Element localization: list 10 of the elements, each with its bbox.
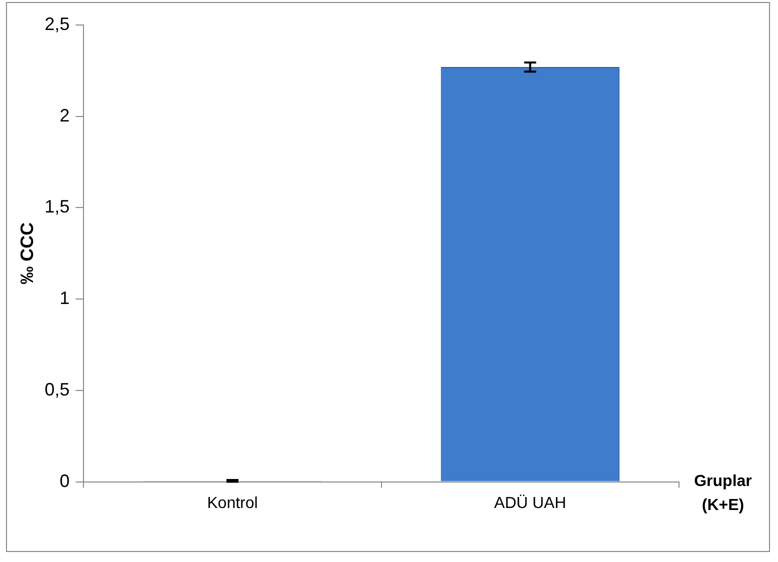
y-axis-title: ‰ CCC — [16, 222, 37, 284]
y-tick-label: 1 — [60, 288, 70, 308]
x-tick-label: Kontrol — [207, 494, 258, 512]
y-tick-label: 0 — [60, 470, 70, 491]
y-tick-label: 2 — [60, 105, 70, 126]
x-tick-label: ADÜ UAH — [494, 494, 566, 512]
y-tick-label: 2,5 — [44, 14, 70, 34]
y-tick-label: 1,5 — [44, 196, 70, 217]
y-tick-label: 0,5 — [44, 379, 70, 400]
x-axis-title: Gruplar (K+E) — [694, 473, 752, 514]
